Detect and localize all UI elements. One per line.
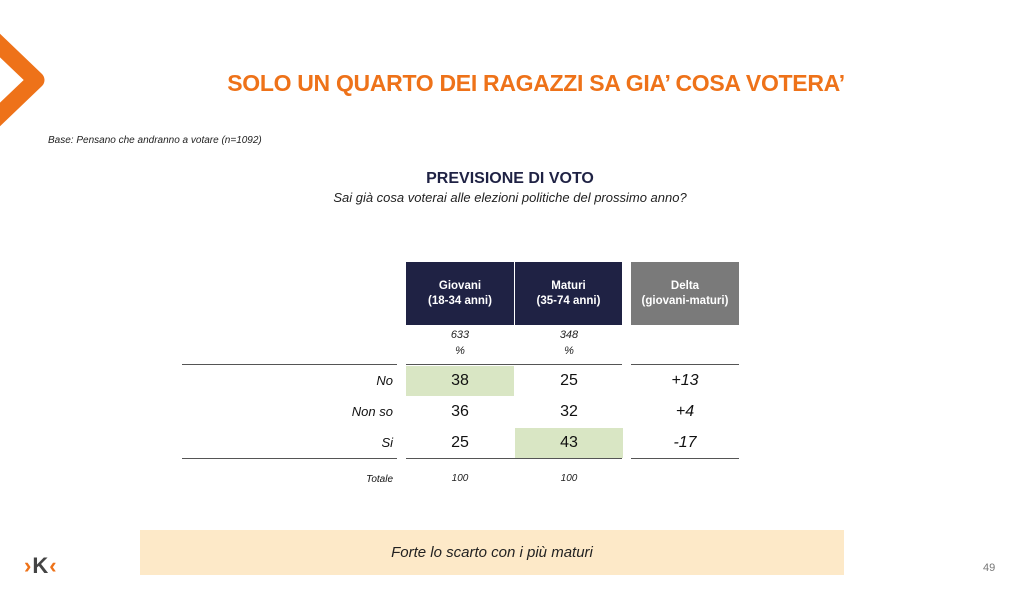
base-note: Base: Pensano che andranno a votare (n=1… [48, 135, 262, 146]
n-maturi: 348 [559, 329, 579, 341]
divider [182, 458, 397, 459]
slide-title: SOLO UN QUARTO DEI RAGAZZI SA GIA’ COSA … [227, 70, 845, 96]
table-cell: +4 [675, 403, 695, 420]
row-label: No [376, 373, 393, 388]
key-finding-note: Forte lo scarto con i più maturi [140, 530, 844, 575]
unit-maturi: % [564, 345, 574, 357]
question: Sai già cosa voterai alle elezioni polit… [333, 190, 687, 205]
n-giovani: 633 [450, 329, 470, 341]
table-cell: -17 [673, 434, 697, 451]
header-giovani: Giovani (18-34 anni) [406, 262, 514, 325]
table-cell: 32 [560, 403, 578, 420]
table-cell: +13 [671, 372, 699, 389]
page-number: 49 [983, 562, 996, 574]
divider [406, 364, 622, 365]
table-cell: 43 [515, 428, 623, 458]
table-cell: 25 [451, 434, 469, 451]
table-cell: 25 [560, 372, 578, 389]
chevron-decoration-icon [0, 33, 45, 127]
total-maturi: 100 [560, 473, 578, 484]
divider [631, 364, 739, 365]
header-maturi: Maturi (35-74 anni) [515, 262, 622, 325]
row-label: Si [381, 435, 393, 450]
company-logo: ›K‹ [24, 553, 58, 578]
unit-giovani: % [455, 345, 465, 357]
row-label: Non so [351, 404, 393, 419]
table-cell: 36 [451, 403, 469, 420]
total-label: Totale [366, 474, 393, 485]
table-cell: 38 [406, 366, 514, 396]
total-giovani: 100 [451, 473, 469, 484]
section-title: PREVISIONE DI VOTO [426, 170, 594, 187]
header-delta: Delta (giovani-maturi) [631, 262, 739, 325]
divider [182, 364, 397, 365]
divider [406, 458, 622, 459]
divider [631, 458, 739, 459]
